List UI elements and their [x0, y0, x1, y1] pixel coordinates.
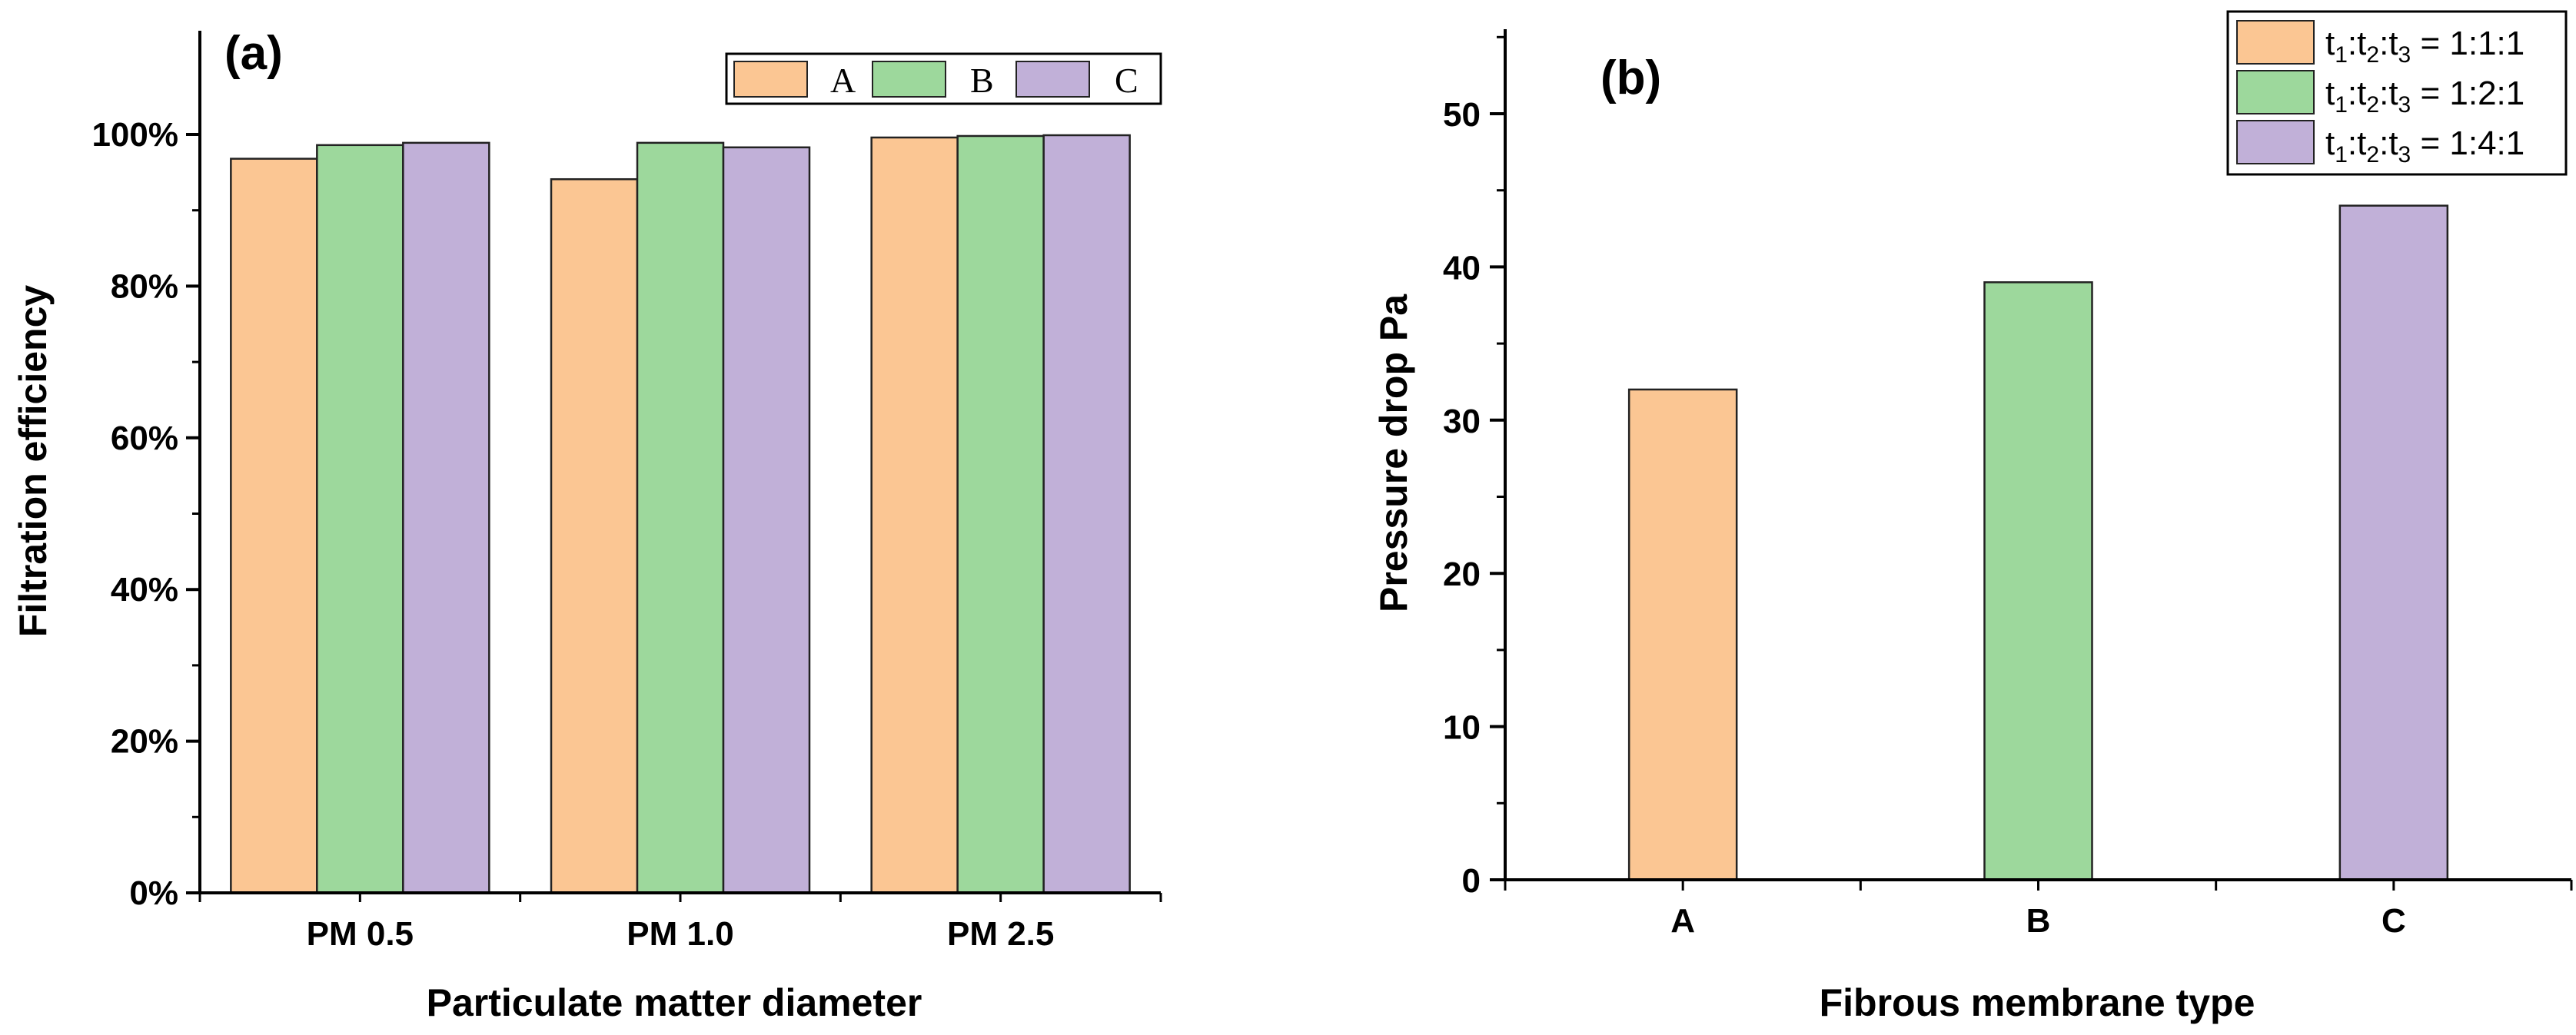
bar-B	[1983, 281, 2093, 881]
legend-b-entry-3-s2: 2	[2366, 142, 2379, 168]
legend-b-entry-1-s3: 3	[2398, 42, 2411, 68]
legend-b-entry-2-s3: 3	[2398, 92, 2411, 118]
x-tick-label-a: PM 1.0	[627, 915, 733, 953]
y-tick-label-b: 0	[1462, 862, 1481, 900]
legend-b-entry-1-ratio: = 1:1:1	[2411, 25, 2524, 62]
legend-b-entry-3-s1: 1	[2335, 142, 2348, 168]
bar-B-0	[316, 144, 404, 894]
y-tick-label-a: 80%	[111, 267, 178, 305]
x-axis-title-b: Fibrous membrane type	[1820, 981, 2255, 1024]
bar-C-2	[1042, 134, 1131, 894]
y-axis-title-a: Filtration efficiency	[12, 285, 55, 638]
chart-panel-b: (b) t1:t2:t3 = 1:1:1 t1:t2:t3 = 1:2:1 t1…	[1372, 10, 2573, 1024]
bar-A	[1627, 388, 1738, 881]
bar-C-1	[722, 146, 811, 894]
legend-b-entry-1-s2: 2	[2366, 42, 2379, 68]
y-tick-label-a: 40%	[111, 571, 178, 609]
y-tick-label-b: 30	[1443, 403, 1481, 440]
legend-b-entry-3-s3: 3	[2398, 142, 2411, 168]
legend-a-swatch-A	[733, 61, 808, 98]
legend-b-entry-1-t1: t	[2325, 25, 2335, 62]
y-tick-label-b: 20	[1443, 556, 1481, 593]
x-axis-title-a: Particulate matter diameter	[427, 981, 922, 1024]
bar-A-0	[230, 158, 318, 894]
legend-b-entry-3-t1: t	[2325, 124, 2335, 162]
legend-a-label-B: B	[970, 61, 994, 100]
legend-b-swatch-3	[2236, 120, 2315, 164]
y-tick-label-a: 0%	[129, 874, 178, 912]
y-tick-label-a: 60%	[111, 420, 178, 457]
x-tick-label-b: B	[2026, 902, 2051, 940]
legend-a-label-C: C	[1115, 61, 1138, 100]
legend-b-entry-1-t3: t	[2388, 25, 2398, 62]
y-axis-title-b: Pressure drop Pa	[1372, 294, 1415, 612]
legend-b-entry-2-t2: t	[2357, 75, 2366, 112]
legend-b-entry-3-t3: t	[2388, 124, 2398, 162]
bar-B-1	[636, 141, 725, 894]
bar-C-0	[402, 141, 490, 894]
legend-b-swatch-2	[2236, 70, 2315, 114]
legend-b-entry-3: t1:t2:t3 = 1:4:1	[2325, 124, 2524, 168]
legend-a: A B C	[725, 52, 1162, 105]
legend-b-entry-2: t1:t2:t3 = 1:2:1	[2325, 75, 2524, 118]
bar-A-2	[870, 136, 959, 894]
x-tick-label-b: C	[2382, 902, 2406, 940]
x-tick-label-b: A	[1670, 902, 1695, 940]
x-tick-label-a: PM 0.5	[307, 915, 414, 953]
y-tick-label-a: 100%	[91, 116, 178, 154]
legend-b: t1:t2:t3 = 1:1:1 t1:t2:t3 = 1:2:1 t1:t2:…	[2226, 10, 2568, 176]
legend-b-entry-2-t1: t	[2325, 75, 2335, 112]
legend-b-entry-2-s2: 2	[2366, 92, 2379, 118]
legend-b-entry-2-t3: t	[2388, 75, 2398, 112]
legend-a-swatch-B	[872, 61, 946, 98]
legend-b-swatch-1	[2236, 20, 2315, 65]
legend-a-swatch-C	[1015, 61, 1090, 98]
bar-A-1	[550, 177, 639, 894]
panel-a-label: (a)	[224, 27, 283, 80]
legend-b-entry-1-s1: 1	[2335, 42, 2348, 68]
legend-a-label-A: A	[830, 61, 856, 100]
bar-B-2	[956, 134, 1045, 894]
chart-panel-a: (a) A B C 0% 20% 40% 60% 80% 100% PM 0.5 PM 1.…	[12, 27, 1162, 1024]
y-tick-label-b: 40	[1443, 249, 1481, 287]
legend-b-entry-1: t1:t2:t3 = 1:1:1	[2325, 25, 2524, 68]
legend-b-entry-3-ratio: = 1:4:1	[2411, 124, 2524, 162]
legend-b-entry-3-t2: t	[2357, 124, 2366, 162]
y-tick-label-b: 50	[1443, 96, 1481, 134]
legend-b-entry-2-s1: 1	[2335, 92, 2348, 118]
bar-C	[2338, 204, 2449, 881]
legend-b-entry-1-t2: t	[2357, 25, 2366, 62]
panel-b-label: (b)	[1600, 51, 1661, 104]
y-tick-label-b: 10	[1443, 709, 1481, 747]
legend-b-entry-2-ratio: = 1:2:1	[2411, 75, 2524, 112]
y-tick-label-a: 20%	[111, 723, 178, 761]
x-tick-label-a: PM 2.5	[947, 915, 1054, 953]
